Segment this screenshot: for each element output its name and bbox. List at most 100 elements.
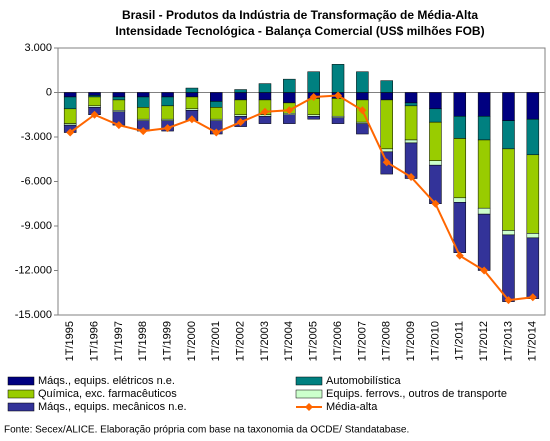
bar: [404, 105, 418, 141]
bar: [502, 148, 515, 231]
y-tick-label: -9.000: [21, 220, 52, 232]
x-tick-label: 1T/2007: [356, 321, 368, 361]
bar: [234, 89, 247, 93]
bar: [380, 80, 393, 93]
legend-label: Equips. ferrovs., outros de transporte: [326, 388, 507, 400]
bar: [210, 101, 223, 108]
x-tick-label: 1T/2009: [405, 321, 417, 361]
bar: [429, 108, 442, 123]
line-marker: [114, 121, 123, 130]
line-marker: [139, 127, 148, 136]
legend-swatch: [295, 376, 323, 386]
legend-label: Média-alta: [326, 401, 378, 413]
legend-swatch: [7, 402, 35, 412]
line-marker: [504, 296, 513, 305]
legend-swatch: [7, 389, 35, 399]
source-note: Fonte: Secex/ALICE. Elaboração própria c…: [4, 425, 409, 436]
legend-label: Máqs., equips. mecânicos n.e.: [38, 401, 187, 413]
bar: [185, 87, 199, 93]
bar: [161, 96, 174, 107]
bar: [307, 71, 320, 93]
x-tick-label: 1T/1998: [137, 321, 149, 361]
line-marker: [212, 128, 221, 137]
x-tick-label: 1T/2000: [186, 321, 198, 361]
y-tick-label: -12.000: [15, 264, 52, 276]
bar: [356, 123, 369, 135]
x-tick-label: 1T/1996: [88, 321, 100, 361]
bar: [526, 154, 540, 234]
line-marker: [431, 199, 440, 208]
bar: [356, 92, 369, 101]
line-marker: [455, 251, 464, 260]
x-tick-label: 1T/2010: [429, 321, 441, 361]
bar: [404, 139, 418, 144]
bar: [453, 138, 467, 199]
bar: [136, 96, 150, 108]
chart-title: Brasil - Produtos da Indústria de Transf…: [122, 8, 478, 22]
bar: [502, 234, 515, 302]
line-marker: [309, 92, 318, 101]
bar: [331, 64, 345, 93]
legend-label: Máqs., equips. elétricos n.e.: [38, 375, 175, 387]
legend-label: Química, exc. farmacêuticos: [38, 388, 177, 400]
bar: [380, 92, 393, 101]
bar: [526, 237, 540, 299]
line-marker: [334, 91, 343, 100]
bar: [429, 92, 442, 110]
bar: [477, 115, 491, 141]
line-marker: [382, 158, 391, 167]
y-tick-label: -6.000: [21, 175, 52, 187]
y-tick-label: 3.000: [24, 42, 52, 54]
line-marker: [480, 266, 489, 275]
bar: [258, 83, 272, 93]
bar: [112, 92, 126, 98]
line: [69, 94, 533, 302]
bar: [283, 78, 296, 93]
line-marker: [163, 124, 172, 133]
bar: [63, 92, 77, 98]
bar: [453, 92, 467, 117]
bar: [502, 92, 515, 121]
bar: [380, 99, 393, 150]
bar: [234, 92, 247, 101]
bar: [185, 92, 199, 98]
x-tick-label: 1T/2014: [527, 321, 539, 361]
bar: [63, 96, 77, 110]
line-marker: [285, 106, 294, 115]
legend-swatch: [7, 376, 35, 386]
bar: [258, 92, 272, 101]
bar: [88, 92, 101, 96]
line-marker: [236, 118, 245, 127]
legend-swatch: [305, 403, 313, 411]
bar: [210, 92, 223, 102]
bar: [502, 230, 515, 236]
legend-label: Automobilística: [326, 375, 401, 387]
bar: [526, 233, 540, 239]
bar: [136, 107, 150, 120]
bar: [526, 92, 540, 120]
x-tick-label: 1T/2012: [478, 321, 490, 361]
x-tick-label: 1T/2005: [308, 321, 320, 361]
line-marker: [260, 107, 269, 116]
line-marker: [528, 293, 537, 302]
bar: [307, 115, 320, 120]
bar: [136, 92, 150, 98]
x-tick-label: 1T/2001: [210, 321, 222, 361]
bar: [502, 120, 515, 150]
bar: [526, 118, 540, 156]
bar: [477, 207, 491, 215]
x-tick-label: 1T/2002: [235, 321, 247, 361]
bar: [356, 71, 369, 93]
bar: [258, 115, 272, 124]
bar: [161, 92, 174, 98]
bar: [404, 102, 418, 107]
x-tick-label: 1T/1997: [113, 321, 125, 361]
bar: [112, 96, 126, 101]
bar: [404, 92, 418, 104]
bar: [283, 92, 296, 104]
x-tick-label: 1T/2008: [381, 321, 393, 361]
legend-swatch: [295, 389, 323, 399]
bar: [161, 105, 174, 120]
bar: [331, 117, 345, 124]
chart-subtitle: Intensidade Tecnológica - Balança Comerc…: [115, 24, 484, 38]
